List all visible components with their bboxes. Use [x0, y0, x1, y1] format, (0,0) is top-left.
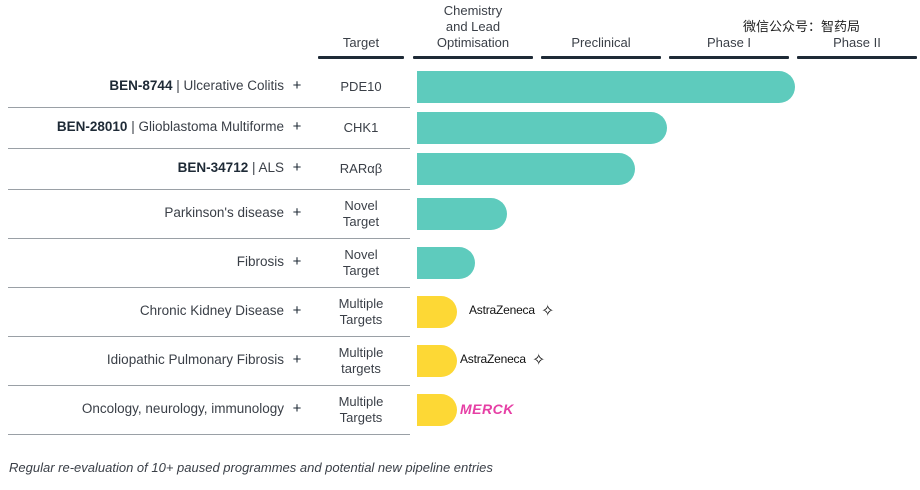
- target-label: PDE10: [322, 79, 400, 95]
- target-line2: Targets: [339, 409, 383, 425]
- header-rule-preclinical: [541, 56, 661, 59]
- target-line1: Novel: [344, 246, 378, 262]
- target-line1: RARαβ: [339, 160, 383, 176]
- row-divider: [8, 189, 410, 190]
- programme-label: BEN-34712 | ALS: [178, 160, 284, 175]
- watermark: 微信公众号：智药局: [743, 19, 861, 34]
- target-line1: PDE10: [340, 78, 382, 94]
- row-divider: [8, 434, 410, 435]
- header-rule-phase1: [669, 56, 789, 59]
- target-label: Novel Target: [322, 198, 400, 230]
- header-phase2: Phase II: [833, 35, 881, 50]
- programme-label: BEN-28010 | Glioblastoma Multiforme: [57, 119, 284, 134]
- expand-plus-icon[interactable]: +: [292, 301, 302, 319]
- header-preclinical: Preclinical: [571, 35, 631, 50]
- header-chemistry-line3: Optimisation: [436, 35, 510, 50]
- row-divider: [8, 238, 410, 239]
- programme-label: Idiopathic Pulmonary Fibrosis: [107, 352, 284, 367]
- header-chemistry-line1: Chemistry: [443, 3, 503, 18]
- expand-plus-icon[interactable]: +: [292, 117, 302, 135]
- programme-label: BEN-8744 | Ulcerative Colitis: [109, 78, 284, 93]
- expand-plus-icon[interactable]: +: [292, 158, 302, 176]
- programme-code: BEN-34712: [177, 159, 249, 175]
- astrazeneca-logo: AstraZeneca: [460, 351, 526, 366]
- expand-plus-icon[interactable]: +: [292, 399, 302, 417]
- target-label: Novel Target: [322, 247, 400, 279]
- target-line2: Targets: [339, 311, 383, 327]
- programme-label: Oncology, neurology, immunology: [82, 401, 284, 416]
- programme-label: Chronic Kidney Disease: [140, 303, 284, 318]
- indication-label: | Ulcerative Colitis: [172, 77, 284, 93]
- indication-label: Idiopathic Pulmonary Fibrosis: [106, 351, 284, 367]
- progress-bar: [417, 344, 457, 377]
- row-divider: [8, 148, 410, 149]
- progress-bar: [417, 197, 507, 230]
- indication-label: Oncology, neurology, immunology: [81, 400, 284, 416]
- indication-label: Parkinson's disease: [164, 204, 284, 220]
- progress-bar: [417, 295, 457, 328]
- programme-label: Fibrosis: [237, 254, 284, 269]
- target-line1: Novel: [344, 197, 378, 213]
- target-label: CHK1: [322, 120, 400, 136]
- indication-label: Chronic Kidney Disease: [139, 302, 284, 318]
- target-label: Multiple Targets: [322, 296, 400, 328]
- expand-plus-icon[interactable]: +: [292, 203, 302, 221]
- programme-code: BEN-8744: [109, 77, 173, 93]
- expand-plus-icon[interactable]: +: [292, 350, 302, 368]
- row-divider: [8, 385, 410, 386]
- progress-bar: [417, 393, 457, 426]
- expand-plus-icon[interactable]: +: [292, 252, 302, 270]
- header-target: Target: [342, 35, 380, 50]
- target-line1: Multiple: [338, 344, 384, 360]
- indication-label: Fibrosis: [236, 253, 284, 269]
- merck-logo: MERCK: [460, 400, 514, 417]
- target-line2: Target: [342, 262, 380, 278]
- programme-label: Parkinson's disease: [164, 205, 284, 220]
- progress-bar: [417, 152, 635, 185]
- expand-plus-icon[interactable]: +: [292, 76, 302, 94]
- astrazeneca-logo: AstraZeneca: [469, 302, 535, 317]
- indication-label: | Glioblastoma Multiforme: [127, 118, 284, 134]
- target-line2: Target: [342, 213, 380, 229]
- target-label: RARαβ: [322, 161, 400, 177]
- header-phase1: Phase I: [706, 35, 752, 50]
- footer-note: Regular re-evaluation of 10+ paused prog…: [9, 460, 493, 475]
- header-rule-phase2: [797, 56, 917, 59]
- target-label: Multiple targets: [322, 345, 400, 377]
- indication-label: | ALS: [248, 159, 284, 175]
- programme-code: BEN-28010: [56, 118, 128, 134]
- header-rule-chemistry: [413, 56, 533, 59]
- target-line1: Multiple: [338, 393, 384, 409]
- astrazeneca-symbol-icon: ✧: [532, 351, 546, 369]
- progress-bar: [417, 111, 667, 144]
- progress-bar: [417, 70, 795, 103]
- target-line1: Multiple: [338, 295, 384, 311]
- row-divider: [8, 336, 410, 337]
- progress-bar: [417, 246, 475, 279]
- header-chemistry-line2: and Lead: [445, 19, 501, 34]
- header-rule-target: [318, 56, 404, 59]
- target-line2: targets: [341, 360, 381, 376]
- target-line1: CHK1: [343, 119, 379, 135]
- astrazeneca-symbol-icon: ✧: [541, 302, 555, 320]
- header-chemistry: Chemistry and Lead Optimisation: [413, 3, 533, 51]
- row-divider: [8, 107, 410, 108]
- row-divider: [8, 287, 410, 288]
- target-label: Multiple Targets: [322, 394, 400, 426]
